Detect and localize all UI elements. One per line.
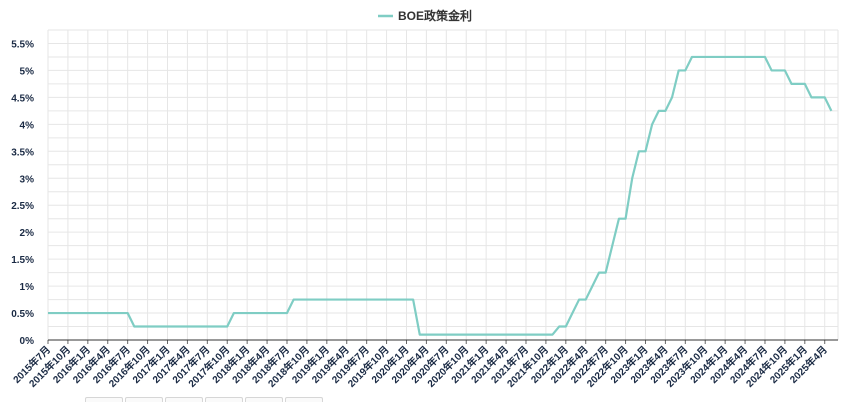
series-line[interactable] [48, 55, 833, 336]
y-tick-label: 5.5% [11, 39, 34, 50]
y-tick-label: 5% [20, 66, 35, 77]
y-tick-label: 2% [20, 228, 35, 239]
x-axis-tick-labels: 2015年7月2015年10月2016年1月2016年4月2016年7月2016… [10, 343, 830, 390]
legend-label: BOE政策金利 [398, 8, 472, 23]
y-tick-label: 0% [20, 336, 35, 347]
y-tick-label: 3% [20, 174, 35, 185]
y-axis-tick-labels: 0% 0.5% 1% 1.5% 2% 2.5% 3% 3.5% 4% 4.5% 5% 5.5% [11, 39, 34, 347]
y-tick-label: 1.5% [11, 255, 34, 266]
grid [47, 29, 839, 340]
y-tick-label: 4% [20, 120, 35, 131]
legend[interactable]: BOE政策金利 [378, 8, 472, 23]
series-layer [48, 55, 833, 336]
y-tick-label: 0.5% [11, 309, 34, 320]
axes [47, 339, 838, 344]
bottom-tab-strip [85, 397, 323, 402]
y-tick-label: 3.5% [11, 147, 34, 158]
y-tick-label: 2.5% [11, 201, 34, 212]
y-tick-label: 1% [20, 282, 35, 293]
y-tick-label: 4.5% [11, 93, 34, 104]
